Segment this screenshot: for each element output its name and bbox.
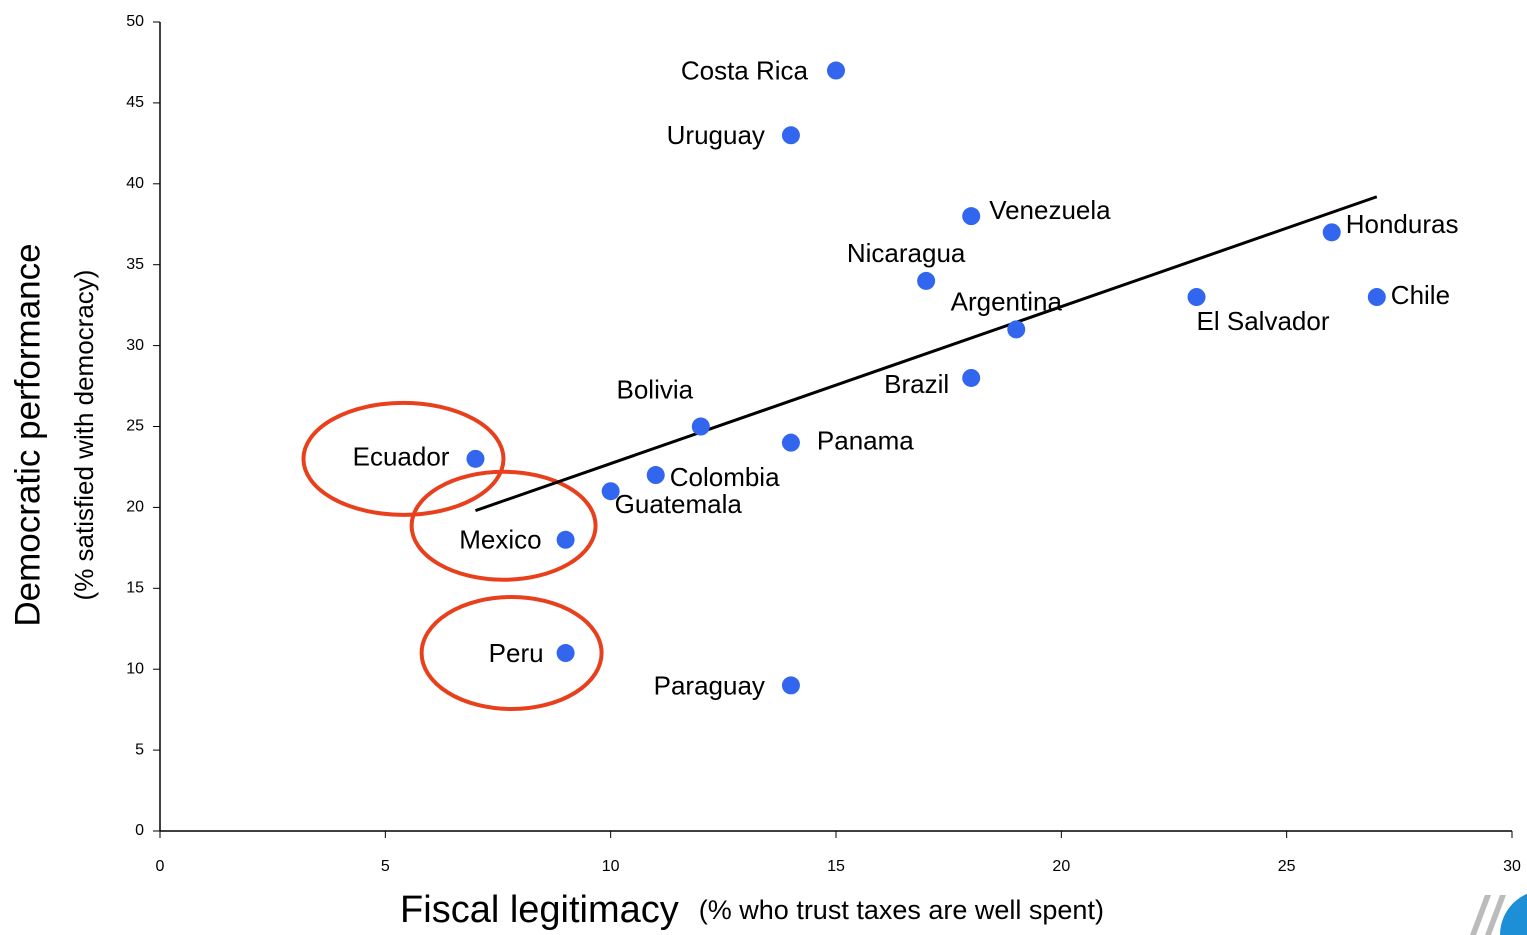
y-tick-label: 35 <box>126 256 144 273</box>
point-label: Bolivia <box>617 374 694 404</box>
x-axis-title: Fiscal legitimacy (% who trust taxes are … <box>400 889 1104 931</box>
point-label: Argentina <box>951 286 1063 316</box>
point-label: Ecuador <box>353 442 450 472</box>
x-axis-note: (% who trust taxes are well spent) <box>699 895 1104 925</box>
point-label: Panama <box>817 426 914 456</box>
point <box>1187 288 1206 307</box>
point-label: Nicaragua <box>847 238 966 268</box>
point <box>781 126 800 145</box>
point-label: Costa Rica <box>681 55 809 85</box>
point <box>1322 223 1341 242</box>
point <box>962 368 981 387</box>
highlight-ellipse <box>409 469 598 582</box>
logo-circle <box>1500 893 1527 935</box>
point <box>691 417 710 436</box>
y-tick-label: 20 <box>126 499 144 516</box>
point <box>556 530 575 549</box>
x-tick-label: 10 <box>602 858 620 875</box>
x-tick-label: 5 <box>381 858 390 875</box>
x-axis-label: Fiscal legitimacy <box>400 889 679 931</box>
point <box>1367 288 1386 307</box>
y-axis-label: Democratic performance <box>8 243 47 626</box>
highlight-ellipse <box>301 400 506 517</box>
point <box>646 466 665 485</box>
point-label: Brazil <box>884 369 949 399</box>
x-tick-label: 30 <box>1503 858 1521 875</box>
x-tick-label: 15 <box>827 858 845 875</box>
point <box>601 482 620 501</box>
y-tick-label: 30 <box>126 337 144 354</box>
y-tick-label: 25 <box>126 418 144 435</box>
point-label: Chile <box>1391 280 1450 310</box>
point-label: Uruguay <box>667 120 765 150</box>
point <box>781 433 800 452</box>
point-label: Venezuela <box>989 195 1111 225</box>
point-label: Guatemala <box>615 489 743 519</box>
point <box>962 207 981 226</box>
point <box>917 271 936 290</box>
point-label: Honduras <box>1346 209 1459 239</box>
point-label: Mexico <box>459 525 541 555</box>
y-tick-label: 40 <box>126 175 144 192</box>
point-label: Colombia <box>670 462 780 492</box>
point-label: Paraguay <box>654 670 765 700</box>
y-tick-label: 0 <box>135 822 144 839</box>
point <box>827 61 845 80</box>
point-label: Peru <box>489 638 544 668</box>
point <box>781 676 800 695</box>
y-tick-label: 50 <box>126 13 144 30</box>
x-tick-label: 0 <box>156 858 165 875</box>
y-tick-label: 15 <box>126 580 144 597</box>
y-tick-label: 10 <box>126 660 144 677</box>
point-label: El Salvador <box>1197 306 1330 336</box>
point <box>556 644 575 663</box>
point <box>466 449 485 468</box>
logo-stripes <box>1470 895 1506 935</box>
y-tick-label: 45 <box>126 94 144 111</box>
y-tick-label: 5 <box>135 741 144 758</box>
y-axis-note: (% satisfied with democracy) <box>69 270 99 601</box>
x-tick-label: 20 <box>1052 858 1070 875</box>
point <box>1007 320 1026 339</box>
logo <box>1470 893 1527 935</box>
highlight-ellipse <box>419 595 604 712</box>
x-tick-label: 25 <box>1278 858 1296 875</box>
trend-line <box>474 195 1378 513</box>
